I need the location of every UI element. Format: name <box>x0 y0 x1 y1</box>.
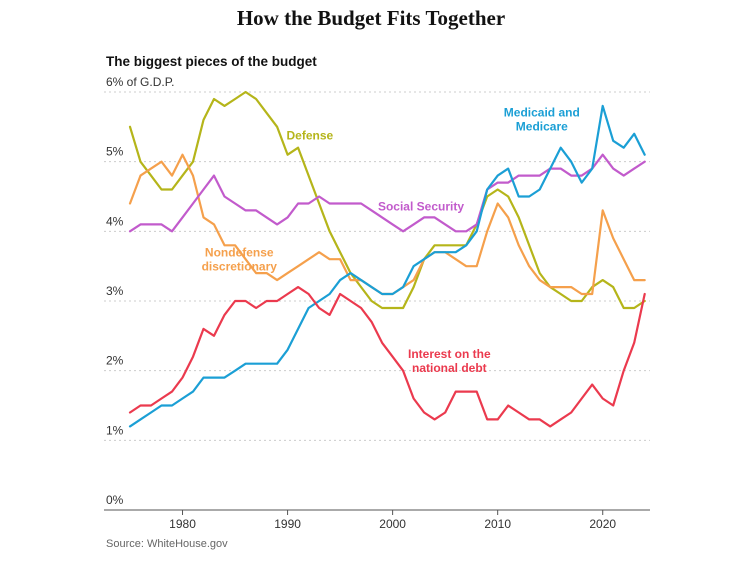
series-label-social_security: Social Security <box>378 199 464 213</box>
chart-title: How the Budget Fits Together <box>236 6 506 30</box>
series-label-medicaid: Medicaid and Medicare <box>504 105 580 133</box>
x-tick-label: 2010 <box>484 517 511 531</box>
chart-subtitle: The biggest pieces of the budget <box>106 54 317 69</box>
series-line-social_security <box>128 153 646 233</box>
axes: 0% 1% 2% 3% 4% 5% 6% of G.D.P. 1980 1990 2000 2010… <box>104 75 650 531</box>
x-tick-label: 2000 <box>379 517 406 531</box>
series-label-nondefense: Nondefense discretionary <box>202 245 278 273</box>
series-line-interest <box>128 286 646 428</box>
series-line-medicaid <box>128 104 646 428</box>
y-tick-label: 6% of G.D.P. <box>106 75 174 89</box>
y-tick-label: 5% <box>106 145 124 159</box>
gridlines <box>104 91 650 441</box>
x-tick-label: 1990 <box>274 517 301 531</box>
y-tick-label: 4% <box>106 214 124 228</box>
y-tick-label: 0% <box>106 493 124 507</box>
y-tick-label: 1% <box>106 423 124 437</box>
source-note: Source: WhiteHouse.gov <box>106 538 228 550</box>
y-tick-label: 2% <box>106 354 124 368</box>
series-label-interest: Interest on the national debt <box>408 347 491 375</box>
y-tick-label: 3% <box>106 284 124 298</box>
x-tick-label: 1980 <box>169 517 196 531</box>
series-label-defense: Defense <box>287 128 334 142</box>
series-line-defense <box>128 90 646 310</box>
x-tick-label: 2020 <box>589 517 616 531</box>
series-lines <box>128 90 646 428</box>
series-labels: Defense Medicaid and Medicare Social Securi… <box>202 105 580 375</box>
